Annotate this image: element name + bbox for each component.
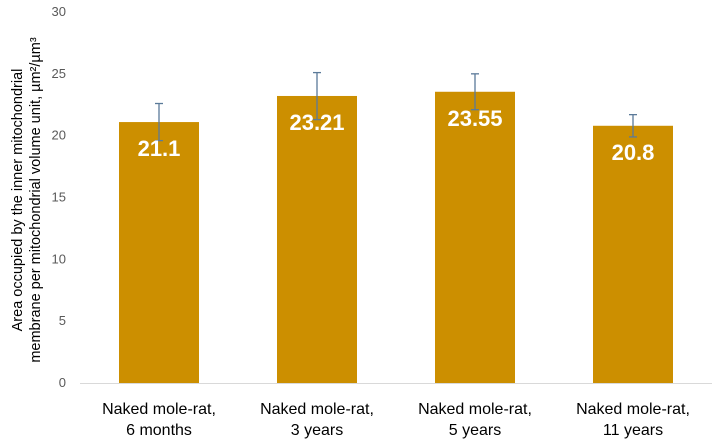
category-label: Naked mole-rat, 11 years: [576, 401, 690, 439]
y-axis-label: Area occupied by the inner mitochondrial…: [10, 37, 44, 363]
data-label: 23.21: [289, 110, 344, 135]
bars: [119, 91, 673, 384]
x-axis-category-labels: Naked mole-rat, 6 months Naked mole-rat, 3 …: [102, 401, 690, 439]
data-labels: 21.1 23.21 23.55 20.8: [138, 106, 655, 165]
data-label: 21.1: [138, 136, 181, 161]
y-axis-title: Area occupied by the inner mitochondrial…: [10, 37, 44, 363]
bar: [277, 95, 357, 383]
y-axis-ticks: 0 5 10 15 20 25 30: [52, 4, 66, 390]
error-bar: [313, 71, 321, 121]
y-tick-label: 10: [52, 251, 66, 266]
error-bar: [471, 73, 479, 111]
bar: [119, 122, 199, 384]
y-tick-label: 5: [59, 313, 66, 328]
y-tick-label: 15: [52, 190, 66, 205]
error-bar: [155, 102, 163, 142]
y-tick-label: 25: [52, 66, 66, 81]
y-tick-label: 0: [59, 375, 66, 390]
error-bar: [629, 113, 637, 138]
y-tick-label: 30: [52, 4, 66, 19]
category-label: Naked mole-rat, 5 years: [418, 401, 532, 439]
category-label: Naked mole-rat, 3 years: [260, 401, 374, 439]
data-label: 20.8: [612, 140, 655, 165]
category-label: Naked mole-rat, 6 months: [102, 401, 216, 439]
data-label: 23.55: [447, 106, 502, 131]
bar: [435, 91, 515, 383]
bar: [593, 125, 673, 384]
y-tick-label: 20: [52, 128, 66, 143]
error-bars: [155, 71, 637, 142]
